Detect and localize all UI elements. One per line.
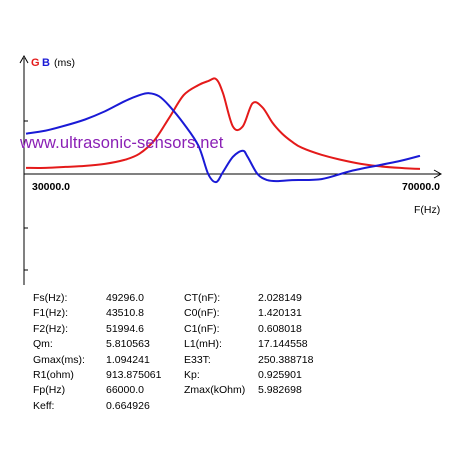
param-name: Gmax(ms):: [33, 353, 85, 366]
param-value: 66000.0: [106, 384, 144, 397]
x-axis-arrow: [433, 169, 443, 179]
parameter-table: Fs(Hz): 49296.0 CT(nF): 2.028149 F1(Hz): 4351…: [33, 291, 353, 414]
param-value: 913.875061: [106, 368, 162, 381]
axes: [19, 54, 443, 285]
parameter-row: Gmax(ms): 1.094241 E33T: 250.388718: [33, 353, 353, 368]
param-value: 1.420131: [258, 307, 302, 320]
param-value: 250.388718: [258, 353, 314, 366]
parameter-row: Qm: 5.810563 L1(mH): 17.144558: [33, 337, 353, 352]
param-value: 0.608018: [258, 322, 302, 335]
y-label-b: B: [42, 57, 50, 69]
parameter-row: Keff: 0.664926: [33, 399, 353, 414]
parameter-row: F2(Hz): 51994.6 C1(nF): 0.608018: [33, 322, 353, 337]
param-name: C0(nF):: [184, 307, 220, 320]
param-value: 43510.8: [106, 307, 144, 320]
param-value: [258, 399, 338, 414]
param-name: E33T:: [184, 353, 211, 366]
param-value: 17.144558: [258, 338, 308, 351]
param-name: [184, 399, 258, 414]
param-value: 49296.0: [106, 292, 144, 304]
y-label-g: G: [31, 57, 40, 69]
param-name: R1(ohm): [33, 368, 74, 381]
x-tick-label-1: 70000.0: [402, 181, 440, 193]
param-value: 5.982698: [258, 384, 302, 397]
param-name: Fs(Hz):: [33, 292, 68, 304]
param-name: C1(nF):: [184, 322, 220, 335]
series-layer: [25, 77, 421, 184]
y-axis-arrow: [19, 54, 29, 64]
series-line-g: [25, 77, 421, 170]
x-tick-label-0: 30000.0: [32, 181, 70, 193]
parameter-row: R1(ohm) 913.875061 Kp: 0.925901: [33, 368, 353, 383]
y-label-unit: (ms): [54, 57, 75, 69]
parameter-row: Fs(Hz): 49296.0 CT(nF): 2.028149: [33, 291, 353, 306]
param-name: Qm:: [33, 338, 53, 351]
param-value: 2.028149: [258, 292, 302, 304]
param-name: Kp:: [184, 368, 200, 381]
x-axis-label: F(Hz): [414, 204, 440, 216]
param-value: 0.925901: [258, 368, 302, 381]
param-name: L1(mH):: [184, 338, 222, 351]
param-name: Zmax(kOhm): [184, 384, 246, 397]
param-name: F1(Hz):: [33, 307, 68, 320]
parameter-row: Fp(Hz) 66000.0 Zmax(kOhm) 5.982698: [33, 383, 353, 398]
watermark: www.ultrasonic-sensors.net: [20, 134, 224, 152]
param-value: 1.094241: [106, 353, 150, 366]
param-value: 5.810563: [106, 338, 150, 351]
param-value: 0.664926: [106, 399, 150, 412]
series-line-b: [25, 92, 421, 184]
param-name: Keff:: [33, 399, 55, 412]
param-name: CT(nF):: [184, 292, 221, 304]
param-name: F2(Hz):: [33, 322, 68, 335]
parameter-row: F1(Hz): 43510.8 C0(nF): 1.420131: [33, 306, 353, 321]
param-name: Fp(Hz): [33, 384, 66, 397]
param-value: 51994.6: [106, 322, 144, 335]
